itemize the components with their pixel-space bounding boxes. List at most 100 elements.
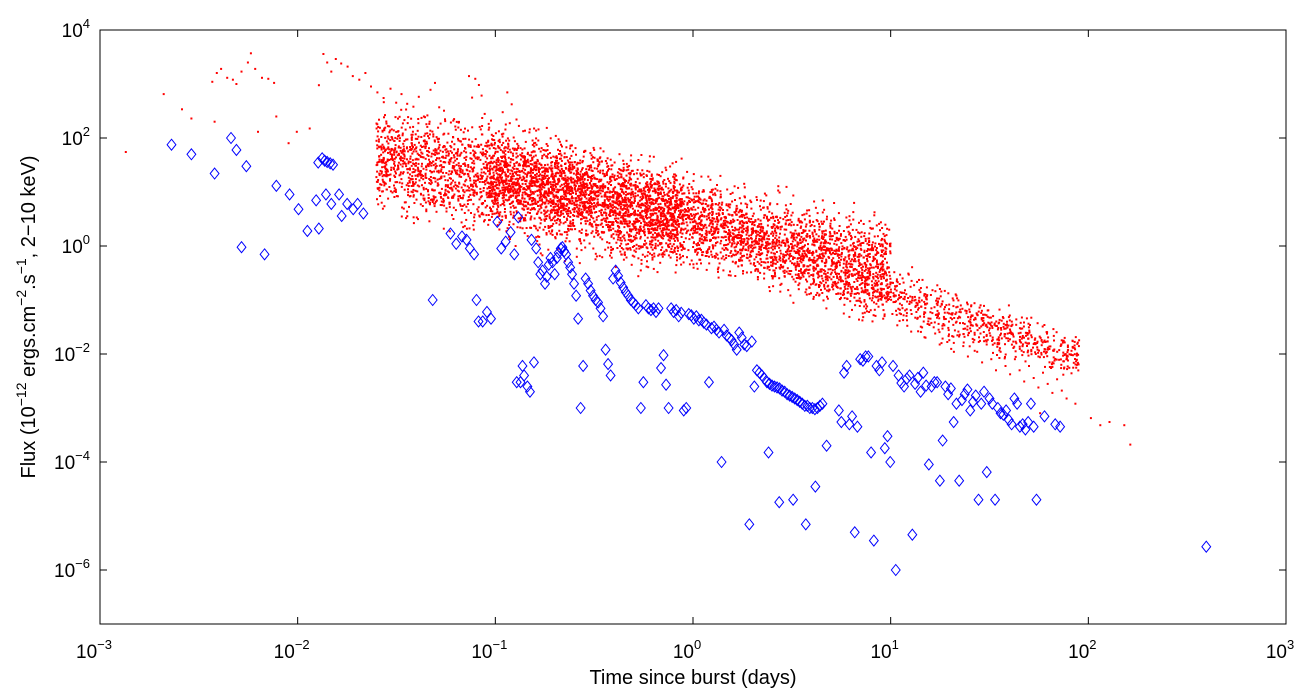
red-data-point xyxy=(609,221,612,223)
red-data-point xyxy=(628,225,631,228)
red-data-point xyxy=(881,251,883,253)
red-data-point xyxy=(673,186,676,189)
red-data-point xyxy=(631,228,634,231)
red-data-point xyxy=(654,206,657,209)
red-data-point xyxy=(849,292,852,295)
red-data-point xyxy=(506,182,509,185)
red-data-point xyxy=(824,233,826,236)
red-data-point xyxy=(490,215,493,218)
red-data-point xyxy=(539,183,542,186)
red-data-point xyxy=(616,174,619,177)
red-data-point xyxy=(952,350,955,353)
red-data-point xyxy=(387,197,390,200)
red-data-point xyxy=(644,205,647,208)
red-data-point xyxy=(737,231,740,234)
red-data-point xyxy=(396,168,399,171)
red-data-point xyxy=(665,242,668,245)
red-data-point xyxy=(856,288,859,291)
red-data-point xyxy=(452,206,455,209)
red-data-point xyxy=(526,211,529,214)
red-data-point xyxy=(535,129,538,132)
red-data-point xyxy=(850,266,853,268)
red-data-point xyxy=(852,241,855,244)
red-data-point xyxy=(443,132,446,135)
red-data-point xyxy=(858,262,861,264)
red-data-point xyxy=(535,161,538,164)
red-data-point xyxy=(871,284,874,287)
red-data-point xyxy=(619,184,622,187)
red-data-point xyxy=(591,211,593,214)
red-data-point xyxy=(666,220,668,223)
red-data-point xyxy=(635,237,638,240)
red-data-point xyxy=(424,157,427,160)
red-data-point xyxy=(644,190,647,193)
red-data-point xyxy=(509,151,512,154)
red-data-point xyxy=(630,263,633,266)
red-data-point xyxy=(518,202,521,205)
red-data-point xyxy=(766,215,768,218)
red-data-point xyxy=(629,198,632,201)
red-data-point xyxy=(482,189,485,192)
red-data-point xyxy=(614,211,617,214)
red-data-point xyxy=(807,269,810,271)
red-data-point xyxy=(794,239,797,242)
red-data-point xyxy=(457,121,460,124)
red-data-point xyxy=(413,148,416,151)
red-data-point xyxy=(499,163,502,166)
red-data-point xyxy=(877,305,880,308)
red-data-point xyxy=(682,261,685,264)
red-data-point xyxy=(275,115,278,118)
red-data-point xyxy=(741,220,744,223)
red-data-point xyxy=(548,166,551,169)
red-data-point xyxy=(579,159,582,162)
red-data-point xyxy=(463,212,466,214)
red-data-point xyxy=(615,233,618,236)
red-data-point xyxy=(697,192,700,195)
red-data-point xyxy=(608,167,610,170)
red-data-point xyxy=(659,175,662,178)
red-data-point xyxy=(700,203,703,206)
red-data-point xyxy=(568,189,571,192)
red-data-point xyxy=(522,130,525,133)
red-data-point xyxy=(669,198,672,201)
red-data-point xyxy=(687,207,690,209)
red-data-point xyxy=(397,164,399,167)
red-data-point xyxy=(570,181,573,184)
red-data-point xyxy=(590,232,593,235)
red-data-point xyxy=(481,152,483,155)
red-data-point xyxy=(722,236,725,239)
red-data-point xyxy=(550,173,553,176)
red-data-point xyxy=(740,226,743,229)
red-data-point xyxy=(644,195,647,198)
red-data-point xyxy=(542,195,545,198)
red-data-point xyxy=(872,276,875,279)
red-data-point xyxy=(852,268,855,271)
red-data-point xyxy=(1004,365,1007,367)
red-data-point xyxy=(798,265,801,268)
red-data-point xyxy=(673,211,676,214)
red-data-point xyxy=(608,212,611,215)
red-data-point xyxy=(812,220,815,223)
red-data-point xyxy=(388,148,391,151)
red-data-point xyxy=(571,199,574,202)
red-data-point xyxy=(656,233,658,236)
red-data-point xyxy=(557,162,560,165)
red-data-point xyxy=(779,225,782,228)
red-data-point xyxy=(834,268,836,271)
red-data-point xyxy=(871,227,874,230)
red-data-point xyxy=(635,243,638,246)
red-data-point xyxy=(864,288,867,291)
red-data-point xyxy=(537,168,540,171)
red-data-point xyxy=(384,136,387,139)
red-data-point xyxy=(667,208,670,211)
red-data-point xyxy=(604,211,607,214)
red-data-point xyxy=(672,220,675,223)
red-data-point xyxy=(614,192,617,195)
red-data-point xyxy=(616,192,619,194)
red-data-point xyxy=(428,182,431,185)
red-data-point xyxy=(559,169,561,172)
red-data-point xyxy=(415,150,418,153)
red-data-point xyxy=(662,188,665,191)
red-data-point xyxy=(412,194,415,197)
red-data-point xyxy=(507,156,510,159)
